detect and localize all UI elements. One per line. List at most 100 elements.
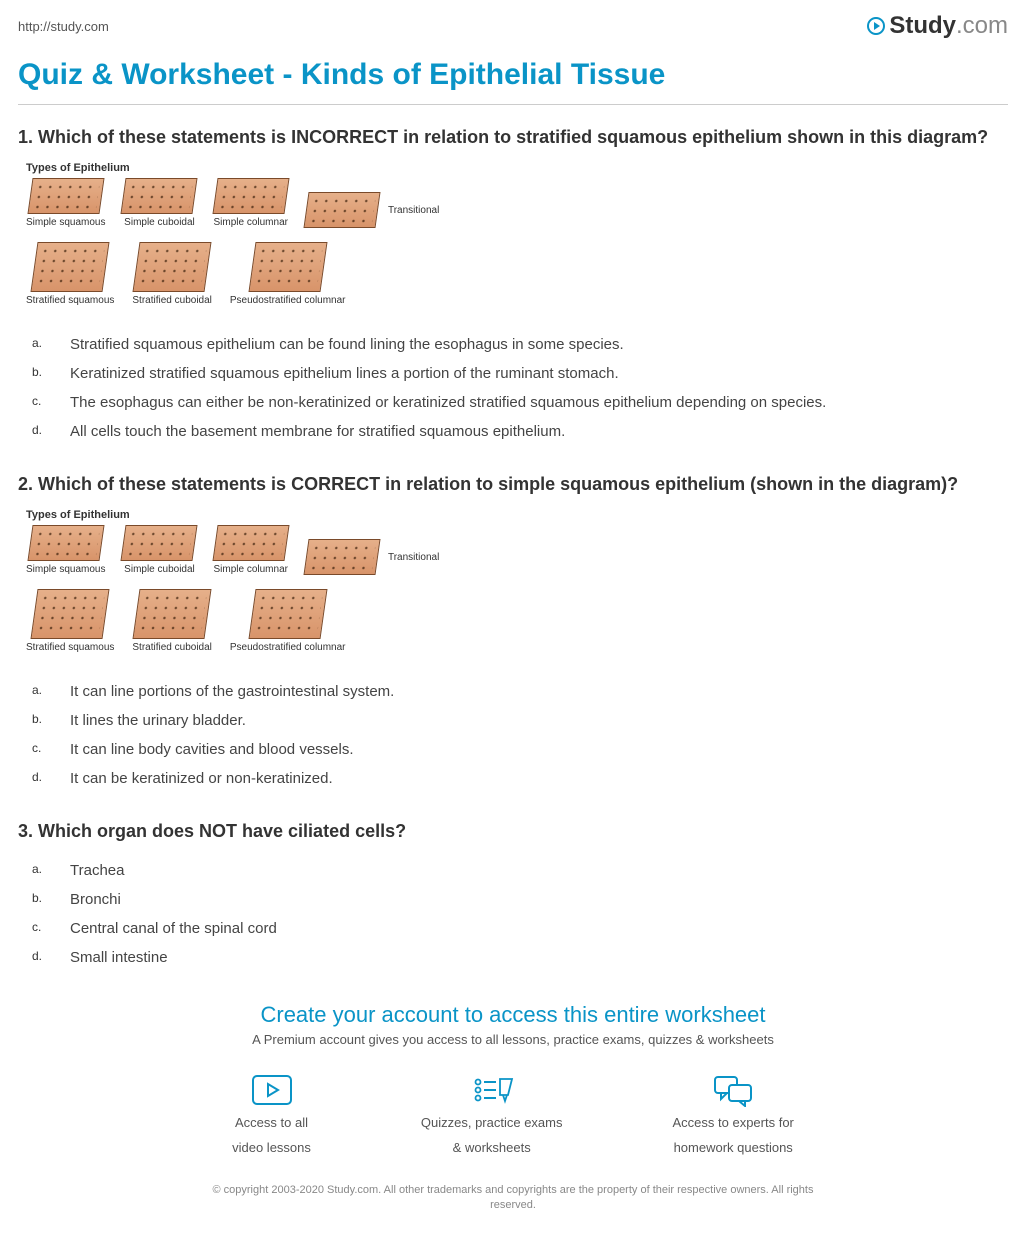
feature-quiz[interactable]: Quizzes, practice exams & worksheets (421, 1073, 563, 1157)
tissue-label: Stratified cuboidal (132, 295, 212, 306)
tissue-label: Simple columnar (213, 564, 287, 575)
logo-suffix: .com (956, 12, 1008, 39)
answer-list: a. It can line portions of the gastrointe… (32, 677, 1008, 793)
question-text: 2. Which of these statements is CORRECT … (18, 474, 1008, 495)
answer-letter: b. (32, 891, 46, 905)
answer-option[interactable]: b. Keratinized stratified squamous epithe… (32, 359, 1008, 388)
page-url: http://study.com (18, 19, 109, 34)
answer-letter: d. (32, 949, 46, 963)
answer-letter: b. (32, 712, 46, 726)
tissue-cell: Simple squamous (26, 525, 105, 575)
diagram-title: Types of Epithelium (26, 509, 439, 521)
tissue-cell: Pseudostratified columnar (230, 242, 346, 306)
tissue-label: Transitional (388, 205, 439, 216)
answer-option[interactable]: a. Trachea (32, 856, 1008, 885)
question: 3. Which organ does NOT have ciliated ce… (18, 821, 1008, 972)
answer-letter: a. (32, 336, 46, 350)
quiz-icon (470, 1073, 514, 1107)
answer-text: Central canal of the spinal cord (70, 920, 277, 937)
answer-text: It can be keratinized or non-keratinized… (70, 770, 333, 787)
feature-line2: & worksheets (453, 1140, 531, 1157)
tissue-label: Stratified cuboidal (132, 642, 212, 653)
answer-option[interactable]: d. It can be keratinized or non-keratiniz… (32, 764, 1008, 793)
feature-line1: Quizzes, practice exams (421, 1115, 563, 1132)
answer-text: It can line body cavities and blood vess… (70, 741, 354, 758)
answer-text: It can line portions of the gastrointest… (70, 683, 394, 700)
answer-text: It lines the urinary bladder. (70, 712, 246, 729)
copyright: © copyright 2003-2020 Study.com. All oth… (193, 1183, 833, 1214)
answer-text: Small intestine (70, 949, 168, 966)
answer-letter: c. (32, 920, 46, 934)
answer-letter: a. (32, 862, 46, 876)
answer-text: Keratinized stratified squamous epitheli… (70, 365, 619, 382)
answer-option[interactable]: c. The esophagus can either be non-kerati… (32, 388, 1008, 417)
answer-option[interactable]: a.Stratified squamous epithelium can be … (32, 330, 1008, 359)
feature-line2: video lessons (232, 1140, 311, 1157)
feature-chat[interactable]: Access to experts for homework questions (673, 1073, 794, 1157)
tissue-cell: Simple cuboidal (123, 178, 195, 228)
logo-brand: Study (889, 12, 956, 39)
tissue-label: Stratified squamous (26, 642, 114, 653)
question: 1. Which of these statements is INCORREC… (18, 127, 1008, 446)
tissue-cell: Simple squamous (26, 178, 105, 228)
tissue-label: Pseudostratified columnar (230, 642, 346, 653)
question-number: 3. (18, 821, 33, 841)
tissue-cell: Transitional (306, 192, 439, 228)
tissue-cell: Simple columnar (213, 178, 287, 228)
tissue-cell: Stratified squamous (26, 242, 114, 306)
answer-letter: c. (32, 741, 46, 755)
tissue-cell: Stratified cuboidal (132, 589, 212, 653)
answer-letter: c. (32, 394, 46, 408)
feature-line1: Access to all (235, 1115, 308, 1132)
answer-text: Bronchi (70, 891, 121, 908)
answer-text: The esophagus can either be non-keratini… (70, 394, 826, 411)
tissue-cell: Simple columnar (213, 525, 287, 575)
feature-video[interactable]: Access to all video lessons (232, 1073, 311, 1157)
tissue-label: Stratified squamous (26, 295, 114, 306)
answer-option[interactable]: c. Central canal of the spinal cord (32, 914, 1008, 943)
diagram-title: Types of Epithelium (26, 162, 439, 174)
tissue-label: Simple squamous (26, 564, 105, 575)
feature-line2: homework questions (674, 1140, 793, 1157)
question-number: 1. (18, 127, 33, 147)
divider (18, 104, 1008, 105)
tissue-cell: Simple cuboidal (123, 525, 195, 575)
chat-icon (711, 1073, 755, 1107)
answer-option[interactable]: a. It can line portions of the gastrointe… (32, 677, 1008, 706)
tissue-label: Pseudostratified columnar (230, 295, 346, 306)
answer-list: a.Stratified squamous epithelium can be … (32, 330, 1008, 446)
cta-title: Create your account to access this entir… (18, 1002, 1008, 1028)
question-text: 1. Which of these statements is INCORREC… (18, 127, 1008, 148)
tissue-cell: Stratified cuboidal (132, 242, 212, 306)
epithelium-diagram: Types of Epithelium Simple squamous Simpl… (18, 503, 447, 663)
answer-letter: a. (32, 683, 46, 697)
answer-text: Trachea (70, 862, 124, 879)
answer-list: a. Trachea b. Bronchi c. Central canal of the… (32, 856, 1008, 972)
answer-letter: d. (32, 423, 46, 437)
answer-option[interactable]: d. All cells touch the basement membrane … (32, 417, 1008, 446)
logo[interactable]: Study.com (867, 12, 1008, 40)
page-title: Quiz & Worksheet - Kinds of Epithelial T… (18, 58, 1008, 92)
tissue-label: Simple cuboidal (124, 217, 195, 228)
epithelium-diagram: Types of Epithelium Simple squamous Simpl… (18, 156, 447, 316)
tissue-cell: Transitional (306, 539, 439, 575)
video-icon (250, 1073, 294, 1107)
tissue-label: Simple cuboidal (124, 564, 195, 575)
cta-subtitle: A Premium account gives you access to al… (18, 1032, 1008, 1047)
tissue-cell: Stratified squamous (26, 589, 114, 653)
feature-line1: Access to experts for (673, 1115, 794, 1132)
tissue-cell: Pseudostratified columnar (230, 589, 346, 653)
answer-option[interactable]: d. Small intestine (32, 943, 1008, 972)
tissue-label: Simple columnar (213, 217, 287, 228)
tissue-label: Simple squamous (26, 217, 105, 228)
answer-option[interactable]: b. Bronchi (32, 885, 1008, 914)
answer-option[interactable]: c. It can line body cavities and blood ve… (32, 735, 1008, 764)
answer-option[interactable]: b. It lines the urinary bladder. (32, 706, 1008, 735)
question: 2. Which of these statements is CORRECT … (18, 474, 1008, 793)
tissue-label: Transitional (388, 552, 439, 563)
answer-letter: d. (32, 770, 46, 784)
answer-text: All cells touch the basement membrane fo… (70, 423, 565, 440)
answer-letter: b. (32, 365, 46, 379)
question-text: 3. Which organ does NOT have ciliated ce… (18, 821, 1008, 842)
cta-section: Create your account to access this entir… (18, 1002, 1008, 1214)
